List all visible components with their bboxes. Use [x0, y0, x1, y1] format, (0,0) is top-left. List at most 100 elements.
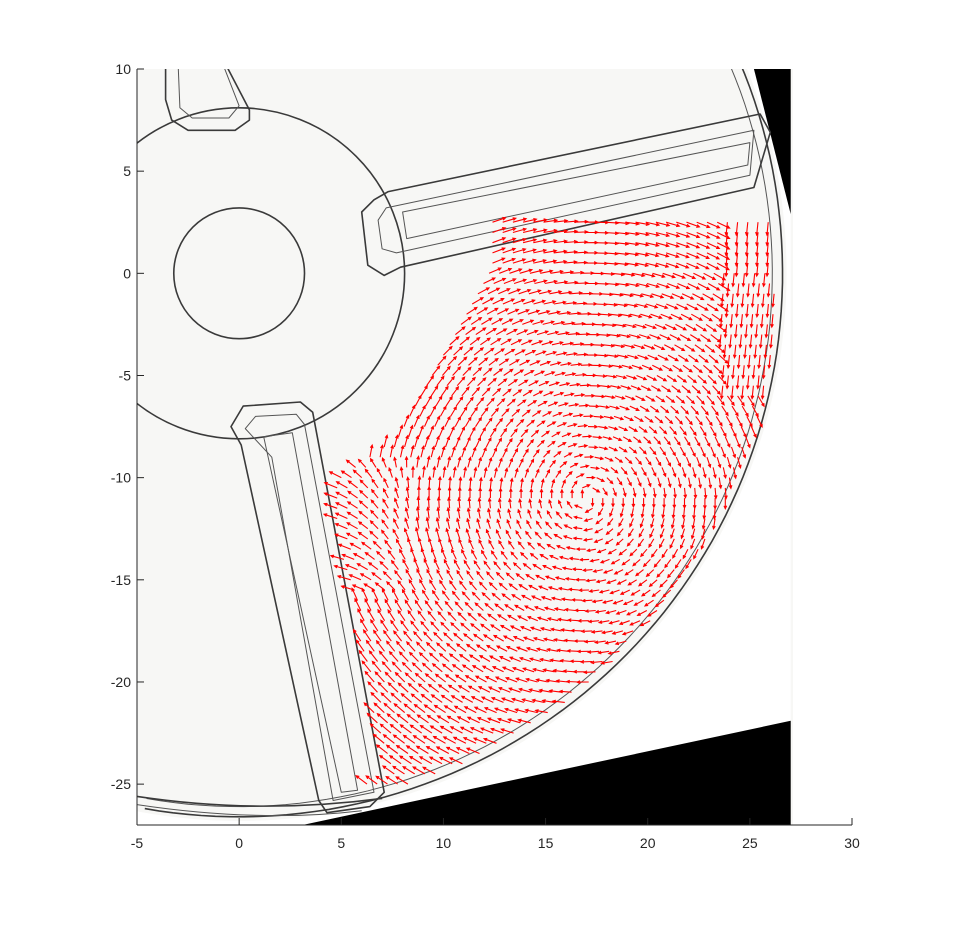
vector-arrow [511, 594, 522, 601]
vector-arrow [419, 404, 426, 417]
vector-arrow [664, 416, 674, 425]
vector-arrow [441, 548, 447, 560]
vector-arrow [629, 620, 641, 626]
vector-arrow [463, 559, 471, 570]
vector-arrow [334, 523, 348, 530]
vector-arrow [417, 683, 429, 693]
vector-arrow [450, 622, 460, 632]
vector-arrow [497, 497, 502, 509]
vector-arrow [642, 487, 647, 498]
vector-arrow [490, 550, 498, 560]
vector-arrow [526, 329, 539, 336]
vector-arrow [394, 486, 400, 499]
x-tick-label: -5 [131, 835, 144, 851]
vector-arrow [411, 662, 423, 673]
vector-arrow [629, 518, 634, 528]
vector-arrow [648, 538, 655, 549]
vector-arrow [516, 329, 529, 336]
vector-arrow [487, 686, 501, 693]
vector-arrow [538, 380, 550, 387]
vector-arrow [686, 303, 699, 311]
vector-arrow [446, 715, 460, 724]
vector-arrow [686, 395, 696, 405]
vector-arrow [375, 744, 388, 754]
vector-arrow [651, 385, 662, 392]
vector-arrow [671, 385, 682, 393]
y-tick-label: 10 [115, 61, 131, 77]
vector-arrow [696, 221, 711, 229]
vector-arrow [686, 221, 701, 228]
vector-arrow [604, 640, 617, 645]
vector-arrow [571, 433, 583, 438]
vector-arrow [632, 558, 641, 567]
vector-arrow [496, 518, 502, 529]
x-tick-label: 0 [235, 835, 243, 851]
vector-arrow [454, 415, 462, 427]
vector-arrow [417, 485, 421, 499]
vector-arrow [493, 560, 501, 570]
vector-arrow [523, 299, 536, 305]
vector-arrow [369, 530, 379, 540]
vector-arrow [340, 470, 352, 479]
vector-arrow [576, 352, 589, 357]
vector-arrow [526, 519, 532, 529]
vector-arrow [498, 582, 508, 591]
vector-arrow [376, 712, 389, 724]
vector-arrow [497, 686, 511, 693]
vector-arrow [618, 518, 624, 528]
vector-arrow [710, 426, 717, 437]
vector-arrow [726, 457, 732, 469]
vector-arrow [421, 662, 433, 673]
vector-arrow [433, 558, 440, 570]
vector-arrow [541, 340, 554, 346]
vector-arrow [750, 426, 757, 439]
vector-arrow [553, 533, 563, 540]
vector-arrow [611, 630, 624, 635]
vector-arrow [679, 334, 692, 342]
vector-arrow [480, 337, 492, 346]
vector-arrow [424, 599, 433, 611]
vector-arrow [357, 458, 367, 468]
vector-arrow [702, 293, 715, 301]
vector-arrow [616, 528, 624, 537]
slot-top-left [164, 69, 251, 132]
vector-arrow [416, 568, 423, 581]
vector-arrow [490, 697, 504, 703]
vector-arrow [693, 272, 707, 280]
vector-arrow [479, 727, 494, 734]
vector-arrow [611, 364, 624, 369]
vector-arrow [558, 555, 569, 560]
vector-arrow [576, 649, 589, 654]
vector-arrow [597, 650, 610, 655]
vector-arrow [704, 436, 711, 448]
vector-arrow [485, 436, 492, 448]
vector-arrow [703, 487, 708, 500]
vector-arrow [506, 518, 512, 529]
vector-arrow [705, 416, 713, 427]
vector-arrow [425, 745, 439, 754]
vector-arrow [656, 282, 671, 289]
vector-arrow [647, 477, 652, 488]
vector-arrow [641, 293, 655, 299]
vector-arrow [457, 356, 468, 366]
vector-arrow [751, 365, 756, 380]
vector-arrow [605, 528, 614, 536]
vector-arrow [591, 599, 603, 604]
vector-arrow [442, 465, 447, 478]
vector-arrow [635, 395, 646, 401]
vector-arrow [477, 287, 491, 295]
vector-arrow [598, 446, 609, 451]
vector-arrow [551, 565, 562, 571]
vector-arrow [480, 406, 489, 417]
vector-arrow [502, 447, 508, 458]
vector-arrow [408, 424, 414, 437]
vector-arrow [691, 313, 703, 321]
vector-arrow [631, 498, 636, 509]
vector-arrow [751, 405, 759, 418]
vector-arrow [760, 385, 765, 400]
vector-arrow [415, 745, 429, 754]
vector-arrow [509, 268, 523, 274]
vector-arrow [368, 650, 379, 662]
vector-arrow [718, 354, 729, 364]
vector-arrow [578, 557, 590, 562]
